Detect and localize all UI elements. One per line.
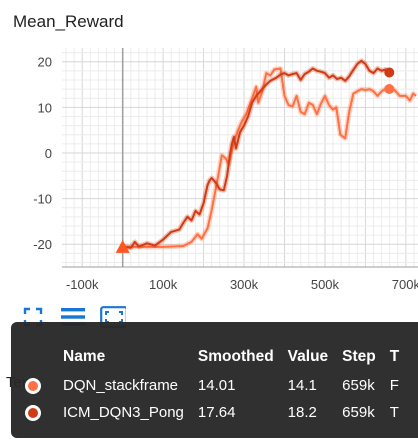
chart-grid (62, 48, 418, 268)
chart-title: Mean_Reward (13, 12, 124, 31)
x-tick-label: 100k (149, 277, 178, 292)
run-start-marker (115, 239, 130, 253)
series-color-swatch (25, 378, 41, 395)
series-color-swatch (25, 405, 41, 422)
tooltip-table: Name Smoothed Value Step T DQN_stackfram… (25, 346, 413, 426)
series-line[interactable] (122, 59, 390, 249)
y-tick-label: 10 (38, 100, 52, 115)
line-chart[interactable]: -100k 100k 300k 500k 700k 20 10 0 -10 -20 (0, 0, 418, 300)
tooltip-header-row: Name Smoothed Value Step T (25, 346, 413, 372)
x-tick-label: 500k (311, 277, 340, 292)
row-extra: T (389, 404, 399, 421)
y-tick-label: 0 (45, 146, 52, 161)
row-smoothed: 17.64 (197, 404, 236, 421)
row-name: ICM_DQN3_Pong (63, 404, 184, 421)
row-smoothed: 14.01 (197, 377, 236, 394)
row-value: 18.2 (287, 404, 317, 421)
header-extra: T (389, 348, 400, 365)
chart-series (115, 58, 418, 253)
header-smoothed: Smoothed (197, 348, 274, 365)
tooltip-row: ICM_DQN3_Pong 17.64 18.2 659k T (25, 399, 413, 426)
row-step: 659k (342, 404, 375, 421)
x-tick-label: -100k (66, 277, 99, 292)
row-name: DQN_stackframe (63, 377, 179, 394)
header-name: Name (63, 348, 106, 365)
series-hover-point (384, 67, 395, 78)
series-hover-point (384, 84, 395, 95)
x-tick-label: 300k (230, 277, 259, 292)
series-raw-shadow (122, 66, 418, 250)
tooltip-row: DQN_stackframe 14.01 14.1 659k F (25, 372, 413, 399)
x-tick-label: 700k (392, 277, 418, 292)
y-tick-label: -10 (33, 192, 52, 207)
y-tick-label: -20 (33, 237, 52, 252)
header-step: Step (342, 348, 376, 365)
series-line[interactable] (122, 67, 417, 248)
axis-tick-labels: -100k 100k 300k 500k 700k 20 10 0 -10 -20 (33, 55, 418, 292)
y-tick-label: 20 (38, 55, 52, 70)
series-tooltip: Name Smoothed Value Step T DQN_stackfram… (11, 322, 418, 438)
row-value: 14.1 (287, 377, 317, 394)
header-value: Value (287, 348, 329, 365)
row-extra: F (389, 377, 399, 394)
row-step: 659k (342, 377, 375, 394)
header-swatch-col (25, 346, 63, 372)
